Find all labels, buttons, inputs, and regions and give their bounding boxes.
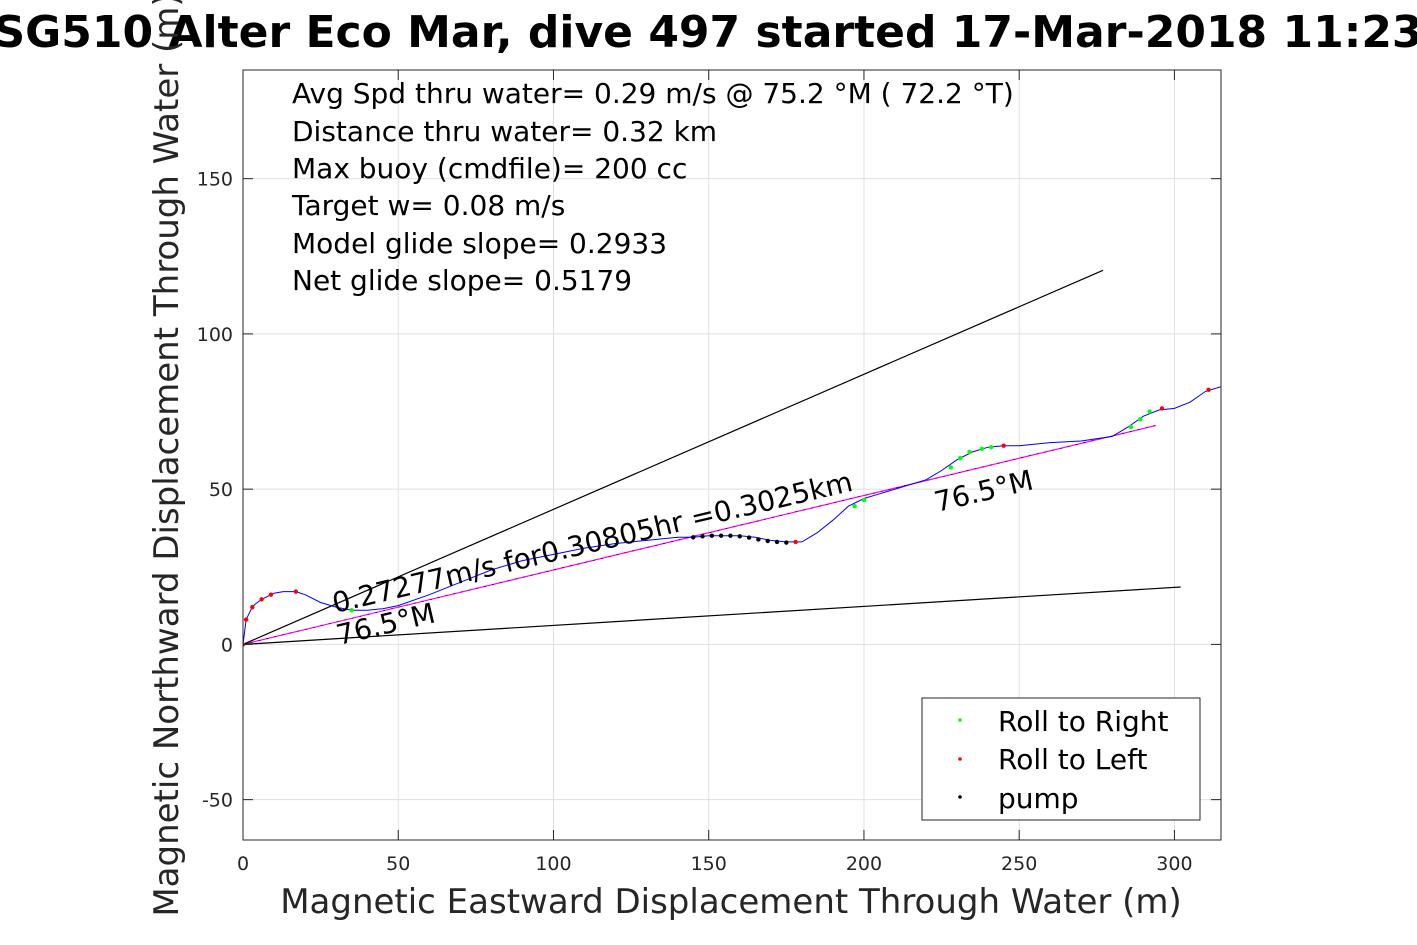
point-roll-to-left [793, 539, 798, 545]
y-tick-label: -50 [202, 790, 233, 812]
y-tick-label: 50 [209, 479, 233, 501]
x-tick-label: 100 [535, 853, 571, 875]
y-tick-label: 150 [197, 169, 233, 191]
point-roll-to-right [989, 445, 994, 450]
axes-box [242, 69, 1222, 841]
info-target-w: Target w= 0.08 m/s [291, 189, 565, 222]
point-roll-to-right [967, 449, 972, 455]
point-pump [774, 539, 780, 545]
x-tick-label: 0 [237, 853, 249, 875]
x-tick-label: 50 [386, 853, 410, 875]
info-model-glide-slope: Model glide slope= 0.2933 [292, 227, 667, 260]
point-pump [690, 535, 696, 540]
point-pump [737, 534, 742, 539]
point-roll-to-right [349, 608, 354, 613]
point-pump [756, 537, 761, 542]
point-roll-to-left [268, 592, 274, 597]
point-roll-to-right [1147, 409, 1152, 414]
glider-track-line [243, 386, 1221, 645]
point-roll-to-right [1128, 424, 1134, 430]
point-pump [700, 534, 705, 539]
y-tick-label: 100 [197, 324, 233, 346]
point-roll-to-right [861, 497, 867, 503]
reference-line-4 [243, 424, 1156, 645]
point-roll-to-left [1206, 387, 1211, 392]
x-tick-label: 150 [691, 853, 727, 875]
point-roll-to-left [243, 617, 249, 622]
point-roll-to-left [1159, 406, 1165, 411]
info-net-glide-slope: Net glide slope= 0.5179 [292, 264, 632, 297]
chart-title: SG510 Alter Eco Mar, dive 497 started 17… [0, 7, 1417, 58]
info-avg-speed: Avg Spd thru water= 0.29 m/s @ 75.2 °M (… [292, 77, 1014, 110]
reference-line-5 [243, 269, 1104, 645]
point-pump [784, 540, 789, 545]
x-tick-label: 250 [1001, 853, 1037, 875]
point-roll-to-left [293, 589, 298, 594]
point-pump [728, 533, 733, 538]
legend-marker-roll-right [958, 718, 962, 722]
legend-label-roll-left: Roll to Left [998, 743, 1147, 776]
point-pump [765, 538, 770, 544]
legend-box [921, 697, 1201, 821]
point-roll-to-right [948, 465, 954, 470]
point-roll-to-left [250, 604, 255, 610]
point-roll-to-right [979, 446, 985, 451]
point-roll-to-left [1001, 443, 1006, 448]
legend: Roll to Right Roll to Left pump [921, 697, 1201, 821]
grid [242, 70, 1221, 840]
ticks: 0 50 100 150 200 250 300 -50 0 50 100 150 [197, 70, 1221, 875]
x-tick-label: 200 [846, 853, 882, 875]
info-max-buoy: Max buoy (cmdfile)= 200 cc [292, 152, 687, 185]
point-roll-to-left [259, 597, 264, 602]
legend-label-pump: pump [998, 782, 1079, 815]
data-layer [243, 269, 1221, 647]
y-axis-label: Magnetic Northward Displacement Through … [147, 0, 187, 917]
point-pump [718, 533, 724, 538]
legend-marker-roll-left [958, 757, 962, 761]
point-roll-to-right [852, 504, 857, 509]
x-axis-label: Magnetic Eastward Displacement Through W… [280, 882, 1182, 922]
info-distance: Distance thru water= 0.32 km [292, 115, 717, 148]
legend-label-roll-right: Roll to Right [998, 705, 1169, 738]
point-pump [709, 533, 715, 538]
point-pump [746, 535, 752, 540]
legend-marker-pump [958, 795, 962, 799]
reference-line-6 [243, 586, 1181, 645]
info-text-block: Avg Spd thru water= 0.29 m/s @ 75.2 °M (… [291, 77, 1014, 297]
point-roll-to-right [1138, 417, 1143, 422]
point-roll-to-right [958, 455, 963, 461]
x-tick-label: 300 [1156, 853, 1192, 875]
y-tick-label: 0 [221, 634, 233, 656]
